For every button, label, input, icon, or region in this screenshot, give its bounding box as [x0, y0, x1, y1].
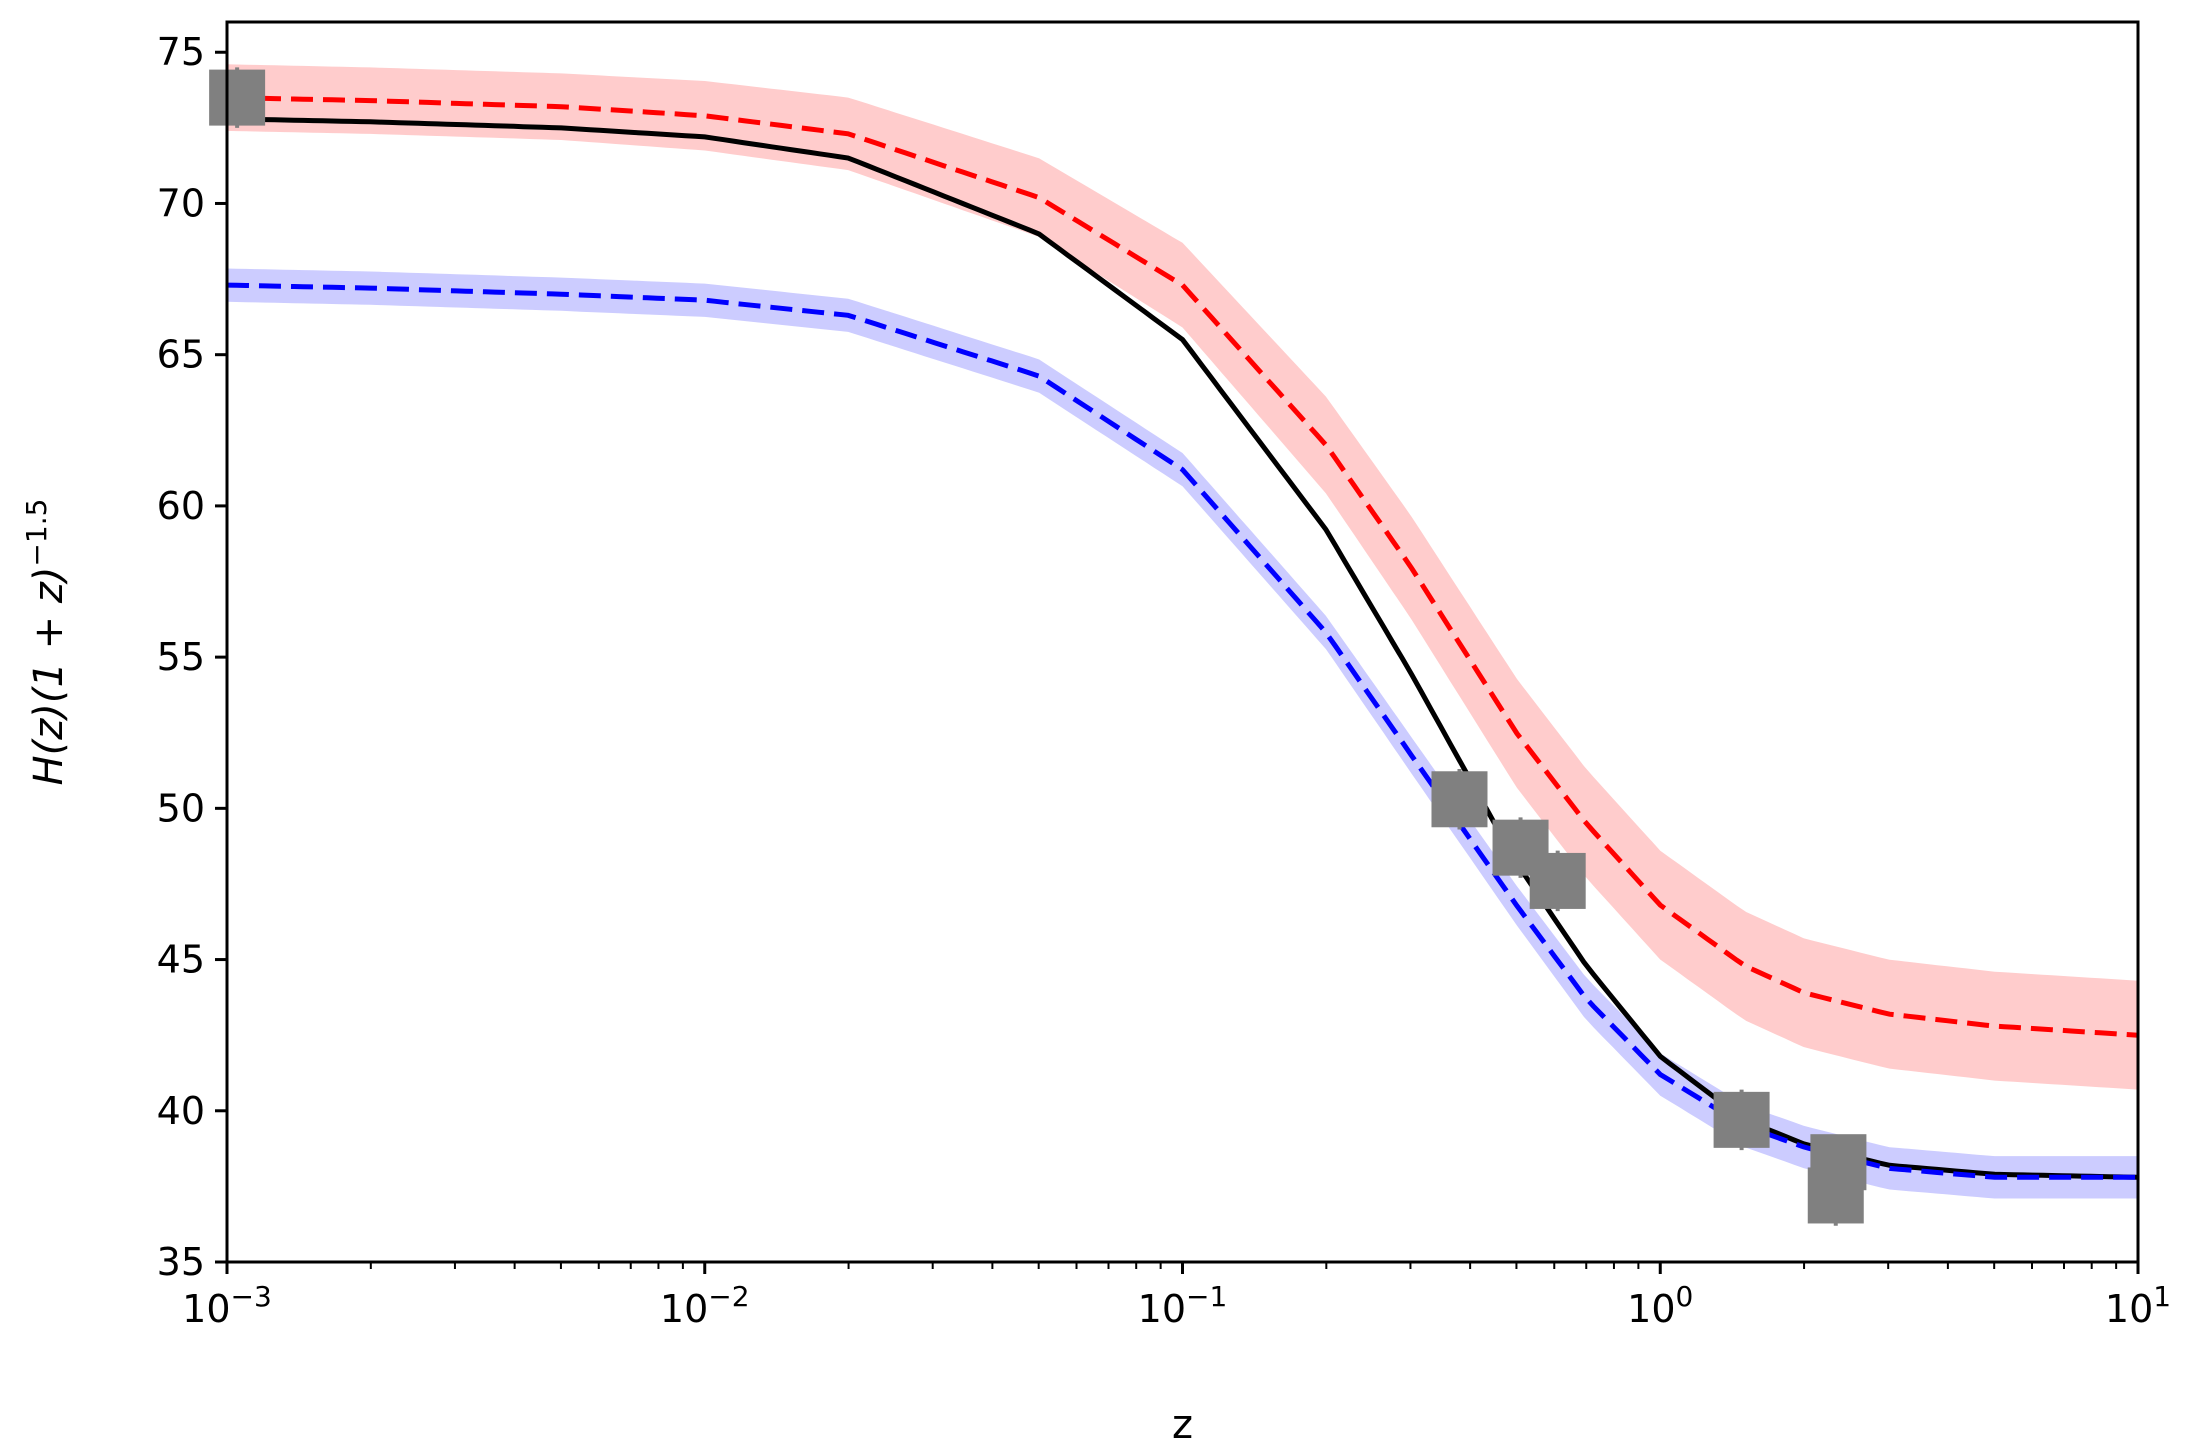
- y-tick-label: 45: [157, 938, 205, 982]
- y-axis-label-main: H(z)(1 + z): [26, 567, 72, 786]
- y-axis-label-exponent: −1.5: [20, 499, 53, 567]
- y-tick-label: 75: [157, 30, 205, 74]
- series-line-1: [226, 95, 2139, 1038]
- x-tick-label: 10−3: [182, 1280, 272, 1331]
- data-point-marker-0: [209, 69, 266, 126]
- confidence-bands: [227, 64, 2138, 1199]
- y-tick-label: 55: [157, 635, 205, 679]
- x-axis-label: z: [1172, 1402, 1193, 1448]
- y-tick-label: 60: [157, 484, 205, 528]
- band-2: [227, 268, 2138, 1199]
- band-1: [227, 64, 2138, 1090]
- data-point-marker-4: [1713, 1091, 1770, 1148]
- y-tick-label: 35: [157, 1240, 205, 1284]
- series-line-2: [226, 282, 2138, 1180]
- x-tick-label: 101: [2105, 1280, 2171, 1331]
- y-tick-label: 50: [157, 786, 205, 830]
- y-axis: 35 40 45 50 55 60 65 70 75: [157, 30, 227, 1284]
- y-tick-label: 65: [157, 333, 205, 377]
- data-point-marker-1: [1431, 771, 1488, 828]
- x-tick-label: 10−2: [660, 1280, 750, 1331]
- x-tick-label: 10−1: [1138, 1280, 1228, 1331]
- data-points: [209, 67, 1867, 1226]
- x-tick-label: 100: [1627, 1280, 1693, 1331]
- y-tick-label: 70: [157, 181, 205, 225]
- data-point-marker-3: [1529, 852, 1586, 909]
- x-axis: 10−3 10−2 10−1 100 101: [182, 1262, 2171, 1331]
- y-axis-label: H(z)(1 + z)−1.5: [20, 499, 72, 786]
- plot-frame: [225, 20, 2140, 1264]
- data-point-marker-6: [1810, 1134, 1867, 1191]
- y-tick-label: 40: [157, 1089, 205, 1133]
